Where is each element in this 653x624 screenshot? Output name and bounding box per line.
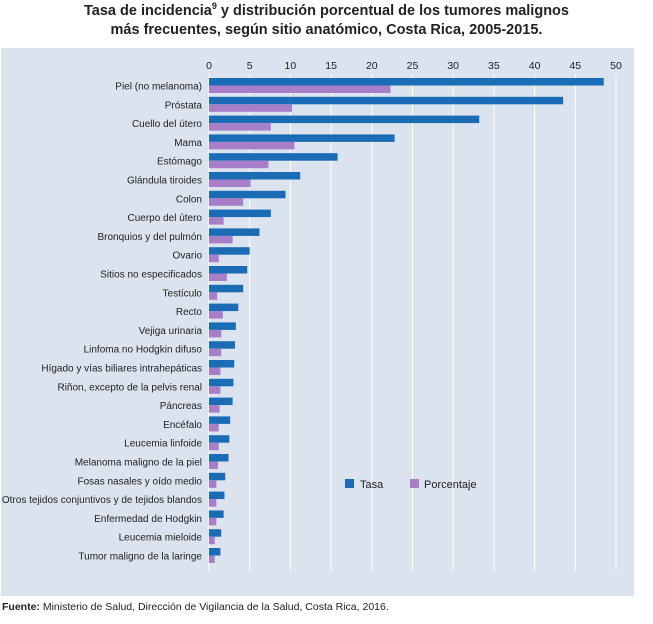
bar-tasa xyxy=(209,472,226,481)
source-note: Fuente: Ministerio de Salud, Dirección d… xyxy=(2,601,389,613)
category-label: Hígado y vías biliares intrahepáticas xyxy=(41,364,202,375)
bar-porcentaje xyxy=(209,235,233,244)
category-label: Estómago xyxy=(157,157,202,168)
category-label: Bronquios y del pulmón xyxy=(97,232,202,243)
bar-porcentaje xyxy=(209,254,219,263)
x-tick-label: 20 xyxy=(366,60,378,72)
category-label: Leucemia mieloide xyxy=(119,533,203,544)
bar-tasa xyxy=(209,454,229,462)
bar-porcentaje xyxy=(209,348,222,357)
legend-label-tasa: Tasa xyxy=(360,479,384,491)
category-label: Cuello del útero xyxy=(132,119,202,130)
category-label: Próstata xyxy=(165,100,203,111)
bar-tasa xyxy=(209,491,225,500)
bar-porcentaje xyxy=(209,480,217,488)
x-tick-label: 30 xyxy=(447,60,459,72)
bar-tasa xyxy=(209,341,236,349)
bar-porcentaje xyxy=(209,292,218,300)
x-tick-label: 45 xyxy=(569,60,581,72)
category-label: Riñon, excepto de la pelvis renal xyxy=(57,382,202,393)
bar-porcentaje xyxy=(209,536,215,545)
bar-tasa xyxy=(209,303,239,312)
category-label: Piel (no melanoma) xyxy=(115,82,202,93)
bar-tasa xyxy=(209,266,248,274)
category-label: Glándula tiroides xyxy=(127,176,202,187)
bar-porcentaje xyxy=(209,179,251,187)
bar-porcentaje xyxy=(209,405,220,413)
chart-title: Tasa de incidencia9 y distribución porce… xyxy=(0,2,653,40)
legend-swatch-porcentaje xyxy=(410,479,419,488)
bar-tasa xyxy=(209,284,244,293)
bar-porcentaje xyxy=(209,217,224,225)
bar-tasa xyxy=(209,548,221,556)
bar-tasa xyxy=(209,247,250,255)
bar-tasa xyxy=(209,209,271,218)
x-tick-label: 15 xyxy=(325,60,337,72)
bar-porcentaje xyxy=(209,367,221,375)
x-tick-label: 35 xyxy=(488,60,500,72)
bar-porcentaje xyxy=(209,386,221,394)
bar-porcentaje xyxy=(209,85,391,93)
bar-porcentaje xyxy=(209,141,295,150)
chart-panel: 0 5 10 15 20 25 30 35 40 45 50 Piel (no melanoma) Pr… xyxy=(1,48,634,596)
x-tick-label: 40 xyxy=(529,60,541,72)
bar-porcentaje xyxy=(209,499,217,507)
bar-porcentaje xyxy=(209,311,223,319)
bar-tasa xyxy=(209,153,338,161)
bar-tasa xyxy=(209,228,260,236)
bar-porcentaje xyxy=(209,442,219,451)
category-label: Testículo xyxy=(163,288,203,299)
bar-chart: 0 5 10 15 20 25 30 35 40 45 50 Piel (no melanoma) Pr… xyxy=(2,60,622,571)
title-line-1: Tasa de incidencia9 y distribución porce… xyxy=(84,1,569,19)
bar-porcentaje xyxy=(209,104,293,112)
bar-porcentaje xyxy=(209,160,269,169)
bar-tasa xyxy=(209,397,233,406)
bar-tasa xyxy=(209,510,224,518)
bar-porcentaje xyxy=(209,198,244,206)
legend-label-porcentaje: Porcentaje xyxy=(424,479,477,491)
bar-porcentaje xyxy=(209,461,218,469)
category-label: Fosas nasales y oído medio xyxy=(77,476,202,487)
category-label: Melanoma maligno de la piel xyxy=(75,458,202,469)
bar-tasa xyxy=(209,529,222,537)
legend-swatch-tasa xyxy=(345,479,354,488)
category-label: Tumor maligno de la laringe xyxy=(78,552,202,563)
category-label: Colon xyxy=(176,194,202,205)
category-label: Otros tejidos conjuntivos y de tejidos b… xyxy=(2,495,202,506)
bar-tasa xyxy=(209,134,395,142)
title-line-2: más frecuentes, según sitio anatómico, C… xyxy=(110,22,543,38)
bar-tasa xyxy=(209,172,301,180)
category-label: Cuerpo del útero xyxy=(128,213,203,224)
category-label: Vejiga urinaria xyxy=(139,326,203,337)
bar-tasa xyxy=(209,115,480,124)
category-label: Páncreas xyxy=(160,401,202,412)
x-tick-label: 25 xyxy=(407,60,419,72)
category-label: Linfoma no Hodgkin difuso xyxy=(84,345,203,356)
bar-porcentaje xyxy=(209,273,227,281)
category-label: Enfermedad de Hodgkin xyxy=(94,514,202,525)
bar-tasa xyxy=(209,360,235,368)
x-tick-label: 50 xyxy=(610,60,622,72)
bar-porcentaje xyxy=(209,329,222,338)
category-label: Encéfalo xyxy=(163,420,202,431)
bar-porcentaje xyxy=(209,423,219,432)
bar-tasa xyxy=(209,378,234,387)
x-tick-label: 0 xyxy=(206,60,212,72)
bar-tasa xyxy=(209,435,230,443)
category-label: Sitios no especificados xyxy=(100,270,202,281)
x-tick-label: 5 xyxy=(247,60,253,72)
bar-tasa xyxy=(209,190,286,199)
bar-tasa xyxy=(209,96,564,105)
bar-tasa xyxy=(209,416,231,424)
category-label: Recto xyxy=(176,307,203,318)
bar-porcentaje xyxy=(209,123,271,131)
bar-tasa xyxy=(209,78,604,86)
x-tick-label: 10 xyxy=(285,60,297,72)
bar-tasa xyxy=(209,322,236,330)
bar-porcentaje xyxy=(209,555,215,563)
category-label: Leucemia linfoide xyxy=(124,439,202,450)
category-label: Mama xyxy=(174,138,202,149)
bar-porcentaje xyxy=(209,517,217,526)
category-label: Ovario xyxy=(173,251,203,262)
